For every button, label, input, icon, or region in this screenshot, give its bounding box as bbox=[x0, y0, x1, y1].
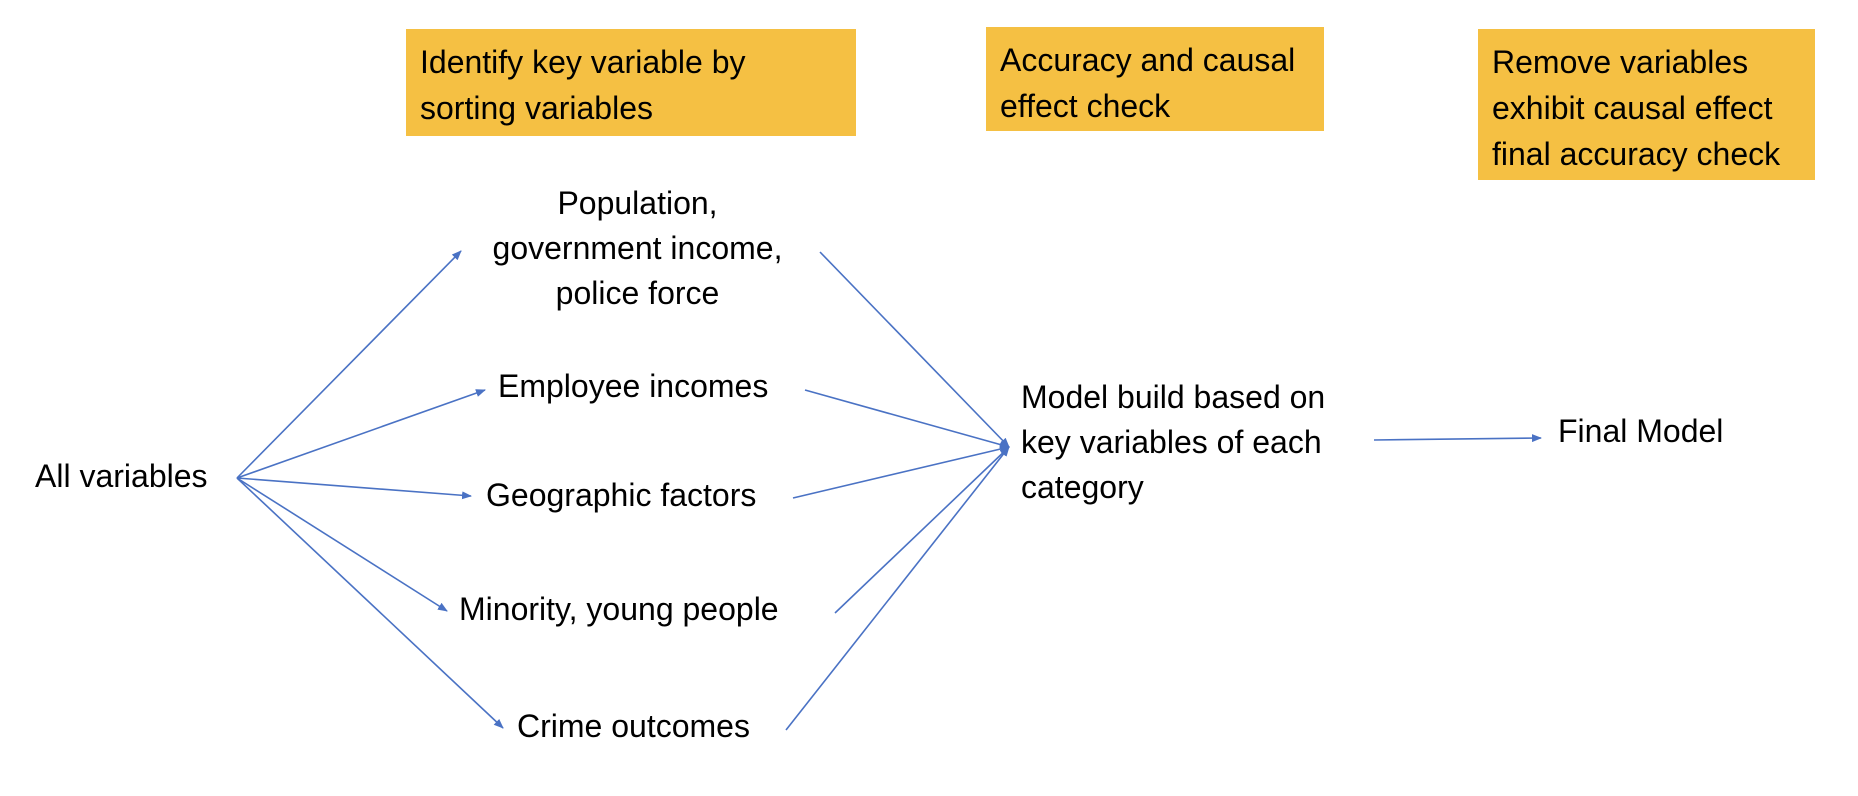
node-minority-young-people: Minority, young people bbox=[459, 591, 779, 627]
step-label-3: Remove variables exhibit causal effect f… bbox=[1492, 44, 1781, 172]
arrow-all-to-employee-incomes bbox=[236, 389, 486, 479]
step-box-3: Remove variables exhibit causal effect f… bbox=[1478, 29, 1815, 180]
arrow-all-to-population bbox=[236, 250, 462, 479]
arrow-crime-outcomes-to-model bbox=[785, 446, 1010, 731]
step-label-1: Identify key variable by sorting variabl… bbox=[420, 44, 746, 126]
arrow-population-to-model bbox=[819, 251, 1010, 448]
node-employee-incomes: Employee incomes bbox=[498, 368, 769, 404]
node-geographic-factors: Geographic factors bbox=[486, 477, 757, 513]
step-box-2: Accuracy and causal effect check bbox=[986, 27, 1324, 131]
arrow-model-to-final bbox=[1373, 434, 1542, 443]
arrow-all-to-geographic-factors bbox=[236, 477, 472, 500]
arrow-geographic-factors-to-model bbox=[792, 445, 1010, 499]
node-population: Population, government income, police fo… bbox=[492, 185, 783, 311]
node-all-variables: All variables bbox=[35, 458, 208, 494]
arrow-all-to-crime-outcomes bbox=[236, 477, 504, 729]
arrow-employee-incomes-to-model bbox=[804, 389, 1010, 449]
step-box-1: Identify key variable by sorting variabl… bbox=[406, 29, 856, 136]
node-model-build: Model build based on key variables of ea… bbox=[1021, 379, 1326, 505]
arrow-minority-to-model bbox=[834, 446, 1010, 614]
node-crime-outcomes: Crime outcomes bbox=[517, 708, 750, 744]
arrow-all-to-minority bbox=[236, 477, 448, 612]
node-final-model: Final Model bbox=[1558, 413, 1724, 449]
step-label-2: Accuracy and causal effect check bbox=[1000, 42, 1296, 124]
